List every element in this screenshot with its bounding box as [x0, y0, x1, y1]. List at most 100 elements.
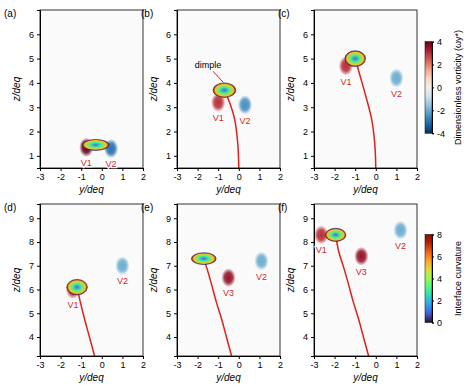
y-axis-tick: 5 — [29, 54, 40, 64]
x-axis-tick-label: -2 — [331, 360, 339, 370]
plot-frame — [177, 204, 280, 356]
plot-background — [314, 10, 417, 168]
colorbar-axis-tick-mark — [432, 234, 434, 235]
colorbar-axis-tick: 8 — [432, 230, 442, 240]
colorbar-axis: 02468 — [432, 230, 442, 328]
x-axis-tick: 2 — [141, 168, 146, 182]
bubble — [325, 228, 346, 241]
vortex — [238, 95, 252, 114]
y-axis-tick-label: 7 — [166, 261, 171, 271]
x-axis-tick-label: 1 — [120, 172, 125, 182]
y-axis-tick: 6 — [166, 285, 177, 295]
y-axis-title: z/deq — [148, 267, 159, 293]
y-axis-tick-label: 6 — [166, 285, 171, 295]
y-axis-tick: 2 — [29, 127, 40, 137]
x-axis-tick-mark — [198, 168, 199, 171]
vortex — [393, 221, 407, 240]
x-axis-tick-mark — [417, 356, 418, 359]
x-axis-tick-label: 1 — [394, 172, 399, 182]
x-axis-tick-mark — [81, 168, 82, 171]
y-axis-tick-mark — [37, 156, 40, 157]
x-axis-tick-label: -3 — [173, 172, 181, 182]
colorbar-axis-tick: 4 — [432, 274, 442, 284]
plot-marks — [339, 51, 404, 168]
y-axis-tick-mark — [311, 242, 314, 243]
plot-frame — [314, 204, 417, 356]
y-axis-tick: 7 — [29, 261, 40, 271]
x-axis-tick: -2 — [57, 356, 65, 370]
y-axis-tick: 6 — [29, 30, 40, 40]
x-axis-tick-label: 1 — [257, 172, 262, 182]
panel: -3-2-1012456789y/deqz/deq(f)V1V3V202468I… — [278, 202, 463, 383]
x-axis-tick-label: 0 — [237, 172, 242, 182]
y-axis-tick: 5 — [166, 54, 177, 64]
vortex — [115, 256, 129, 275]
x-axis-tick: -3 — [36, 356, 44, 370]
x-axis-tick: 0 — [100, 356, 105, 370]
vortex-label: V3 — [223, 288, 234, 298]
y-axis-tick-mark — [37, 337, 40, 338]
y-axis-tick-mark — [37, 59, 40, 60]
x-axis-tick-label: 0 — [237, 360, 242, 370]
x-axis-tick-mark — [259, 356, 260, 359]
x-axis-tick: -2 — [57, 168, 65, 182]
y-axis-line — [37, 205, 41, 357]
colorbar-title: Interface curvature — [453, 241, 463, 316]
x-axis-tick: 0 — [100, 168, 105, 182]
colorbar-axis-tick-label: 2 — [437, 60, 442, 70]
x-axis-tick-mark — [239, 168, 240, 171]
x-axis-title: y/deq — [78, 372, 104, 383]
colorbar-axis-tick-label: 0 — [437, 83, 442, 93]
x-axis-line — [315, 169, 418, 172]
plot-marks — [66, 256, 130, 356]
y-axis-tick-label: 7 — [303, 261, 308, 271]
y-axis-tick: 6 — [303, 285, 314, 295]
colorbar-axis-tick: 0 — [432, 83, 442, 93]
y-axis-tick-mark — [37, 242, 40, 243]
y-axis-line — [311, 11, 315, 169]
vortex — [389, 68, 403, 87]
y-axis-tick-label: 3 — [29, 103, 34, 113]
y-axis-tick-label: 1 — [303, 151, 308, 161]
x-axis-tick-label: -3 — [310, 172, 318, 182]
colorbar-axis-tick: 2 — [432, 60, 442, 70]
y-axis-tick-label: 1 — [166, 151, 171, 161]
x-axis-tick-mark — [122, 356, 123, 359]
y-axis-tick-label: 4 — [166, 332, 171, 342]
x-axis-tick-mark — [81, 356, 82, 359]
colorbar-axis-tick-label: -2 — [437, 106, 445, 116]
plot-frame — [40, 10, 143, 168]
y-axis-title: z/deq — [11, 76, 22, 102]
y-axis-tick: 1 — [29, 151, 40, 161]
x-axis-tick: -1 — [352, 356, 360, 370]
x-axis-tick: -1 — [215, 168, 223, 182]
x-axis-tick-label: 0 — [100, 360, 105, 370]
x-axis-tick-mark — [143, 168, 144, 171]
x-axis-tick-label: 2 — [278, 360, 283, 370]
x-axis-tick: 1 — [394, 356, 399, 370]
x-axis-tick: -3 — [173, 168, 181, 182]
x-axis: -3-2-1012 — [173, 356, 283, 370]
x-axis-tick-mark — [355, 356, 356, 359]
y-axis-tick: 3 — [29, 103, 40, 113]
x-axis: -3-2-1012 — [36, 356, 146, 370]
x-axis-tick-mark — [396, 356, 397, 359]
bubble — [191, 253, 216, 265]
panel-letter: (b) — [141, 8, 153, 19]
y-axis-tick-mark — [37, 266, 40, 267]
vortex-label: V2 — [106, 159, 117, 169]
y-axis-tick-mark — [174, 59, 177, 60]
x-axis-tick: 1 — [394, 168, 399, 182]
colorbar-axis-tick: -4 — [432, 129, 445, 139]
panel: -3-2-1012456789y/deqz/deq(d)V1V2 — [4, 202, 146, 383]
x-axis-tick-mark — [355, 168, 356, 171]
y-axis-line — [174, 205, 178, 357]
y-axis-tick: 9 — [303, 214, 314, 224]
colorbar-axis-tick-label: 0 — [437, 318, 442, 328]
y-axis-tick: 8 — [166, 237, 177, 247]
y-axis-tick: 7 — [303, 261, 314, 271]
y-axis-tick-mark — [311, 107, 314, 108]
bubble — [67, 279, 88, 294]
y-axis-tick: 5 — [303, 54, 314, 64]
x-axis-tick-label: -3 — [173, 360, 181, 370]
